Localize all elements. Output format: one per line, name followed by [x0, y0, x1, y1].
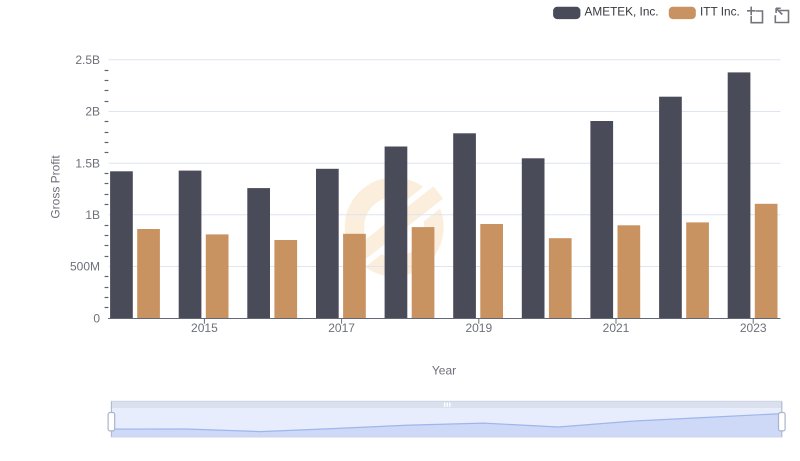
svg-text:2021: 2021 — [603, 321, 630, 335]
svg-text:2.5B: 2.5B — [75, 53, 100, 67]
svg-text:1B: 1B — [85, 208, 100, 222]
svg-text:2015: 2015 — [191, 321, 218, 335]
svg-text:AMETEK, Inc.: AMETEK, Inc. — [585, 5, 659, 19]
svg-text:ITT Inc.: ITT Inc. — [700, 5, 740, 19]
svg-text:2B: 2B — [85, 105, 100, 119]
svg-text:Gross Profit: Gross Profit — [49, 155, 63, 219]
svg-text:Year: Year — [432, 364, 456, 378]
svg-text:2023: 2023 — [740, 321, 767, 335]
svg-text:1.5B: 1.5B — [75, 156, 100, 170]
svg-text:0: 0 — [93, 311, 100, 325]
svg-text:500M: 500M — [70, 260, 100, 274]
svg-text:2017: 2017 — [328, 321, 355, 335]
svg-text:2019: 2019 — [465, 321, 492, 335]
